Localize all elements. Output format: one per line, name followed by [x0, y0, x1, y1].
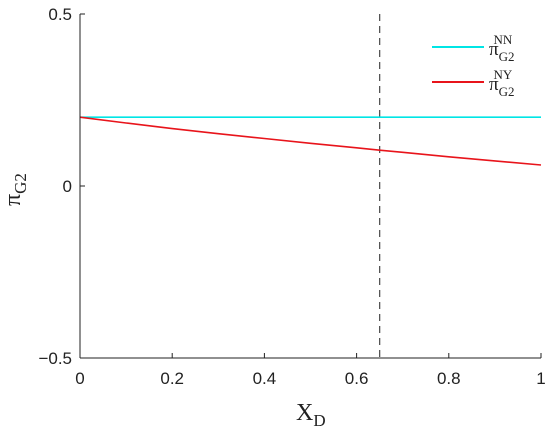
x-tick-label: 1: [536, 369, 545, 388]
y-axis-title-main: π: [0, 194, 26, 206]
x-tick-label: 0.2: [160, 369, 184, 388]
legend-item-ny: πG2NY: [432, 67, 514, 99]
y-tick-label: 0: [63, 177, 72, 196]
legend: πG2NN πG2NY: [432, 32, 514, 99]
x-axis-title-main: X: [296, 400, 313, 426]
x-axis-title-sub: D: [313, 411, 325, 430]
y-axis-ticks: −0.5 0 0.5: [38, 5, 85, 368]
x-tick-label: 0.4: [253, 369, 277, 388]
x-axis-title: XD: [296, 400, 326, 430]
legend-label-ny: πG2NY: [489, 67, 514, 99]
y-tick-label: 0.5: [48, 5, 72, 24]
series-line-ny: [79, 116, 542, 166]
x-tick-label: 0.6: [345, 369, 369, 388]
y-axis-title: πG2: [0, 173, 30, 206]
legend-label-nn: πG2NN: [489, 32, 514, 64]
plot-area: [79, 14, 542, 358]
y-axis-title-sub: G2: [11, 173, 30, 194]
x-axis-ticks: 0 0.2 0.4 0.6 0.8 1: [75, 353, 546, 388]
axes: [79, 14, 541, 359]
y-tick-label: −0.5: [38, 349, 72, 368]
legend-item-nn: πG2NN: [432, 32, 514, 64]
x-tick-label: 0: [75, 369, 84, 388]
x-tick-label: 0.8: [437, 369, 461, 388]
